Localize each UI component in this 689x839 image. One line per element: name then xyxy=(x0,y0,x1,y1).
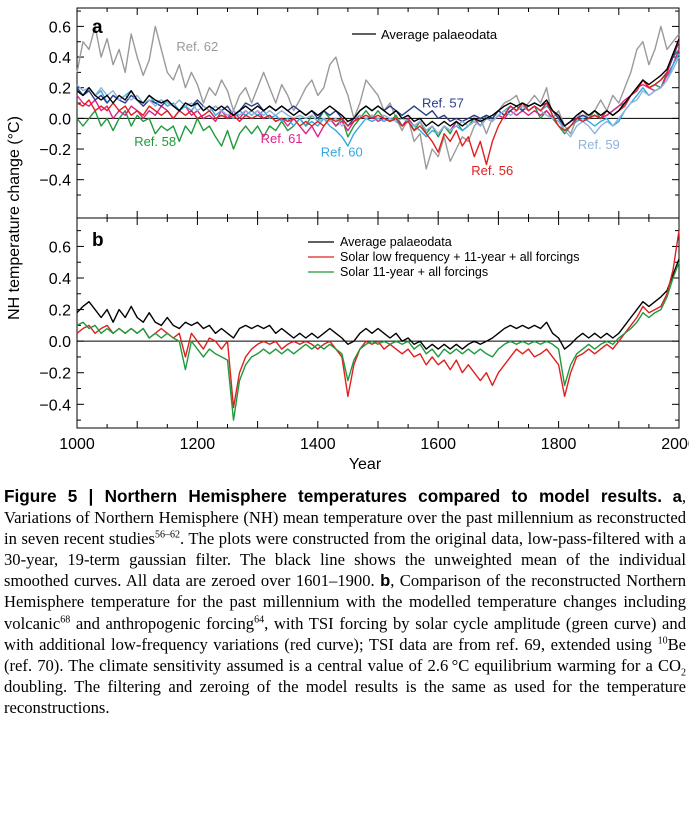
caption-panel-b-ref-2: 64 xyxy=(254,614,265,626)
caption-panel-b-subscript: 2 xyxy=(681,667,686,679)
panel-a-series-labels: Ref. 62 Ref. 58 Ref. 61 Ref. 60 Ref. 57 Ref. … xyxy=(134,39,620,178)
caption-panel-b-isotope: 10 xyxy=(657,635,668,647)
series-label-ref-56: Ref. 56 xyxy=(471,163,513,178)
x-tick-label: 1000 xyxy=(59,436,95,453)
caption-panel-b-text-2: and anthropogenic forcing xyxy=(70,613,255,633)
caption-panel-b-text-1: , Comparison of the reconstructed Northe… xyxy=(4,571,686,633)
panel-a-y-tick-label: −0.4 xyxy=(39,173,71,190)
caption-panel-b-text-4: Be (ref. 70). The climate sensitivity as… xyxy=(4,634,686,675)
panel-a-y-tick-label: −0.2 xyxy=(39,142,71,159)
caption-panel-a-text-2: . The plots were constructed from the or… xyxy=(4,529,687,591)
x-tick-label: 2000 xyxy=(661,436,689,453)
x-tick-label: 1200 xyxy=(180,436,216,453)
panel-a-series-ref-57 xyxy=(76,41,680,127)
series-label-ref-60: Ref. 60 xyxy=(321,145,363,160)
panel-a-frame xyxy=(76,7,680,219)
panel-b-letter: b xyxy=(92,230,104,251)
panel-a-series-ref-59 xyxy=(76,56,680,138)
y-axis-label: NH temperature change (°C) xyxy=(6,116,23,320)
panel-b-series-solar-low-frequency-11-year-all-forcings xyxy=(76,230,680,409)
series-label-ref-61: Ref. 61 xyxy=(261,131,303,146)
panel-b-y-tick-label: 0.6 xyxy=(49,239,71,256)
panel-b-y-tick-label: −0.4 xyxy=(39,397,71,414)
x-tick-label: 1600 xyxy=(420,436,456,453)
panel-a-letter: a xyxy=(92,17,103,38)
panel-b-y-tick-label: 0.2 xyxy=(49,303,71,320)
figure-caption: Figure 5 | Northern Hemisphere temperatu… xyxy=(4,486,686,718)
panel-b-y-tick-label: 0.4 xyxy=(49,271,71,288)
panel-b-series-solar-11-year-all-forcings xyxy=(76,261,680,421)
series-label-ref-62: Ref. 62 xyxy=(176,39,218,54)
caption-panel-b-text-5: doubling. The filtering and zeroing of t… xyxy=(4,676,686,717)
caption-panel-b-letter: b xyxy=(380,571,391,591)
legend-a-label: Average palaeodata xyxy=(381,27,498,42)
panel-a-x-ticks xyxy=(76,8,680,218)
panel-a-y-tick-label: 0.6 xyxy=(49,19,71,36)
caption-panel-a-letter: a xyxy=(672,487,682,506)
panel-a-series-ref-56 xyxy=(76,41,680,166)
legend-b-label-solar-low-frequency: Solar low frequency + 11-year + all forc… xyxy=(340,250,579,264)
panel-b-x-ticks xyxy=(76,218,680,428)
panel-a-y-tick-label: 0.2 xyxy=(49,81,71,98)
caption-panel-b-ref-1: 68 xyxy=(60,614,71,626)
panel-b-y-tick-label: 0.0 xyxy=(49,334,71,351)
legend-b-label-average: Average palaeodata xyxy=(340,235,452,249)
panel-a-series-average-palaeodata xyxy=(76,38,680,127)
panel-b-y-tick-label: −0.2 xyxy=(39,366,71,383)
caption-panel-b-text-3: , with TSI forcing by solar cycle amplit… xyxy=(4,613,686,654)
panel-a-y-tick-label: 0.0 xyxy=(49,111,71,128)
series-label-ref-57: Ref. 57 xyxy=(422,96,464,111)
x-axis-label: Year xyxy=(349,456,382,473)
panel-a-series-ref-62 xyxy=(76,25,680,170)
x-tick-label: 1800 xyxy=(541,436,577,453)
series-label-ref-58: Ref. 58 xyxy=(134,134,176,149)
caption-panel-a-ref: 56–62 xyxy=(155,529,180,541)
x-tick-label: 1400 xyxy=(300,436,336,453)
series-label-ref-59: Ref. 59 xyxy=(578,137,620,152)
caption-panel-a-text-1: , Variations of Northern Hemisphere (NH)… xyxy=(4,487,686,549)
panel-a-y-tick-label: 0.4 xyxy=(49,50,71,67)
x-tick-labels: 1000 1200 1400 1600 1800 2000 xyxy=(59,436,689,453)
panel-a-series xyxy=(76,25,680,170)
panel-a-series-ref-61 xyxy=(76,49,680,138)
panel-b-series xyxy=(76,230,680,421)
caption-title: Figure 5 | Northern Hemisphere temperatu… xyxy=(4,486,662,506)
panel-b-series-average-palaeodata xyxy=(76,258,680,350)
legend-b-label-solar-11-year: Solar 11-year + all forcings xyxy=(340,265,488,279)
